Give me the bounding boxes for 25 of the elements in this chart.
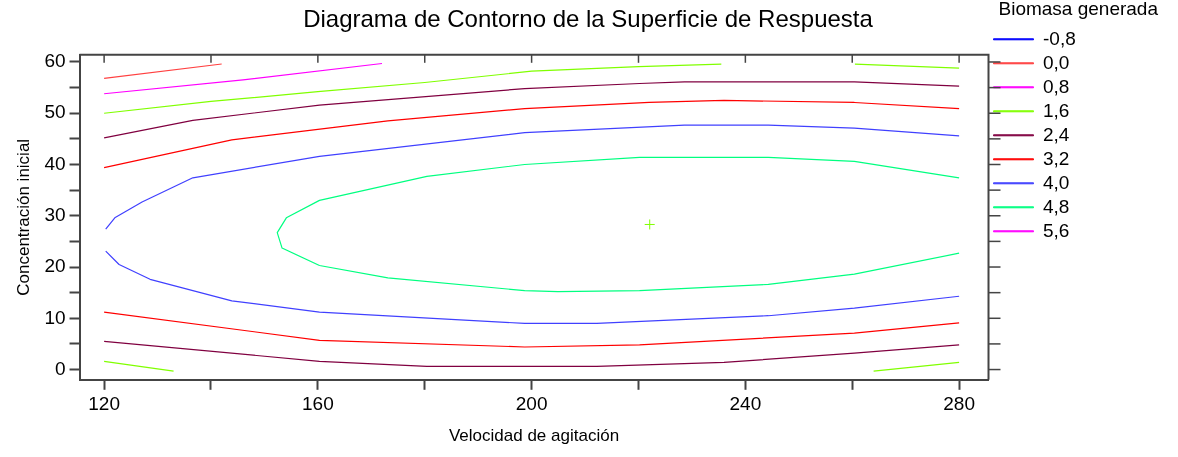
legend-label: 2,4 <box>1043 123 1070 145</box>
y-tick-label: 20 <box>44 255 66 277</box>
legend-label: 0,8 <box>1043 75 1070 97</box>
y-tick-label: 30 <box>44 204 66 225</box>
y-tick-label: 60 <box>44 50 66 72</box>
y-tick-label: 10 <box>44 306 66 328</box>
x-axis-title: Velocidad de agitación <box>448 426 620 446</box>
legend-label: 3,2 <box>1043 147 1070 169</box>
x-tick-label: 120 <box>88 393 120 415</box>
legend-label: 4,8 <box>1043 195 1070 217</box>
x-tick-label: 200 <box>515 393 548 415</box>
legend-label: 4,0 <box>1043 171 1070 193</box>
y-axis-title: Concentración inicial <box>13 138 33 296</box>
legend-label: 1,6 <box>1043 99 1070 121</box>
legend-label: 5,6 <box>1043 219 1070 241</box>
legend-label: -0,8 <box>1043 27 1076 49</box>
x-tick-label: 240 <box>729 393 762 415</box>
y-tick-label: 50 <box>44 101 66 123</box>
y-tick-label: 0 <box>54 357 66 379</box>
x-tick-label: 280 <box>943 393 975 415</box>
x-tick-label: 160 <box>302 393 334 415</box>
legend-title: Biomasa generada <box>998 0 1159 19</box>
y-tick-label: 40 <box>44 152 66 174</box>
chart-title: Diagrama de Contorno de la Superficie de Respuesta <box>303 5 874 33</box>
legend-label: 0,0 <box>1043 51 1070 73</box>
